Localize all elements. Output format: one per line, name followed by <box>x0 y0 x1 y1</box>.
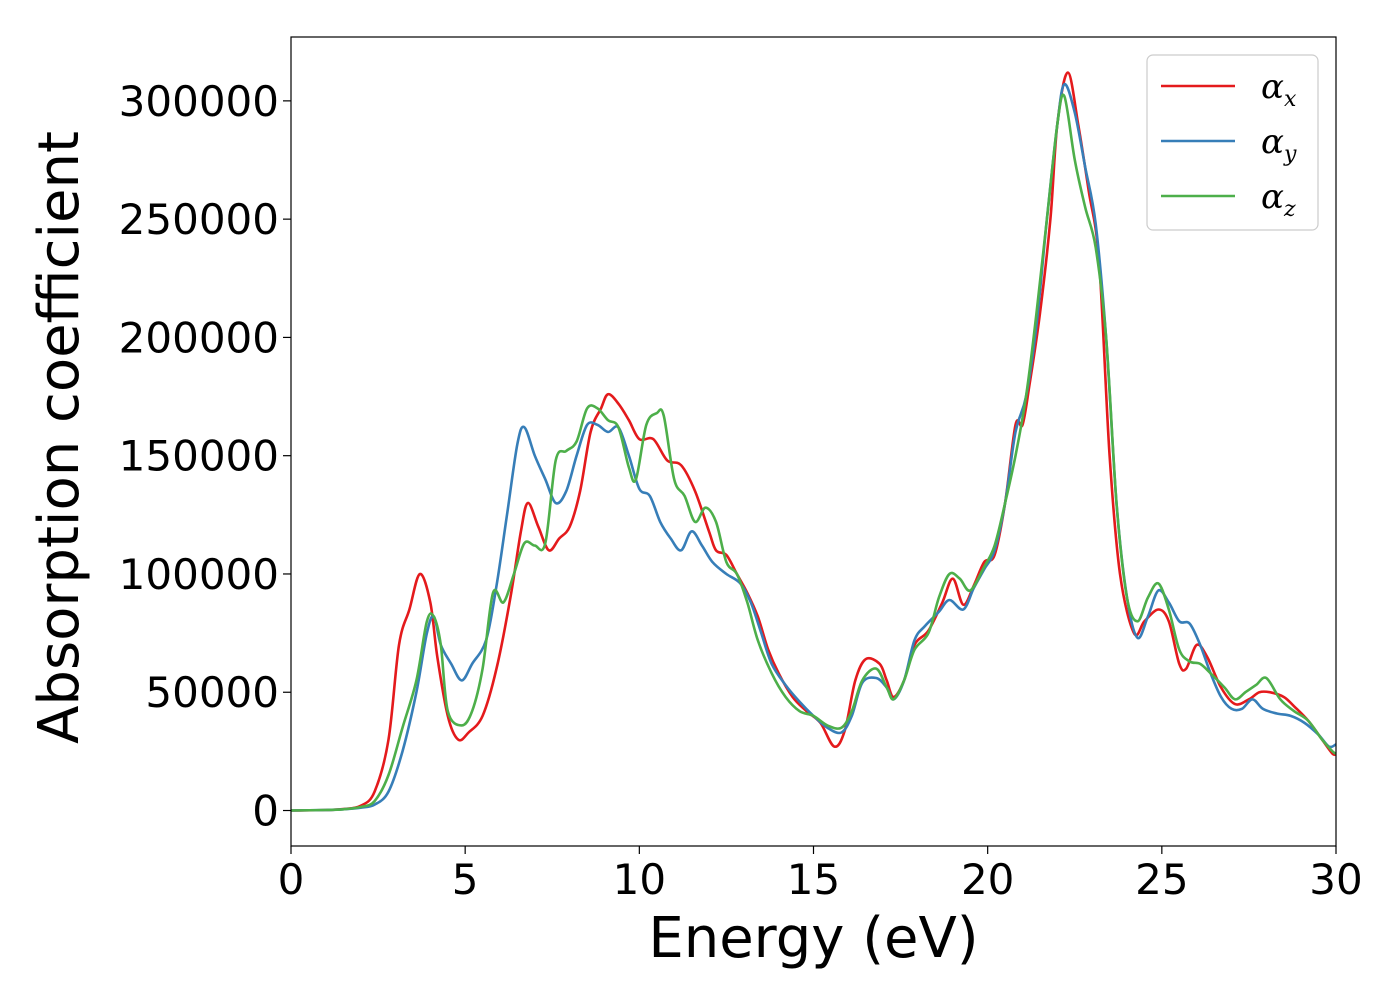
legend-label-subscript: z <box>1283 197 1296 222</box>
y-tick-label: 150000 <box>119 432 279 481</box>
y-tick-label: 100000 <box>119 550 279 599</box>
x-tick-label: 0 <box>278 855 305 904</box>
series-line-x <box>290 71 1337 812</box>
x-axis-label: Energy (eV) <box>648 906 978 971</box>
legend-label-y: αy <box>1261 122 1297 167</box>
x-tick-label: 20 <box>961 855 1014 904</box>
legend-label-symbol: α <box>1261 177 1284 217</box>
legend-label-symbol: α <box>1261 122 1284 162</box>
y-axis-ticks: 0 50000 100000 150000 200000 250000 300000 <box>119 77 291 836</box>
y-tick-label: 0 <box>252 787 279 836</box>
legend-label-subscript: y <box>1283 142 1297 167</box>
legend-label-symbol: α <box>1261 67 1284 107</box>
x-tick-label: 15 <box>787 855 840 904</box>
y-axis-label: Absorption coefficient <box>27 131 92 744</box>
x-tick-label: 30 <box>1309 855 1362 904</box>
legend-label-subscript: x <box>1284 87 1297 112</box>
series-line-z <box>290 93 1337 812</box>
x-tick-label: 5 <box>452 855 479 904</box>
y-tick-label: 300000 <box>119 77 279 126</box>
y-tick-label: 50000 <box>145 668 279 717</box>
y-tick-label: 200000 <box>119 313 279 362</box>
legend-label-z: αz <box>1261 177 1296 222</box>
x-axis-ticks: 0 5 10 15 20 25 30 <box>278 846 1363 904</box>
plot-series-group <box>290 71 1337 812</box>
legend-box <box>1146 54 1319 231</box>
legend-label-x: αx <box>1261 67 1297 112</box>
x-tick-label: 10 <box>613 855 666 904</box>
y-tick-label: 250000 <box>119 195 279 244</box>
x-tick-label: 25 <box>1135 855 1188 904</box>
